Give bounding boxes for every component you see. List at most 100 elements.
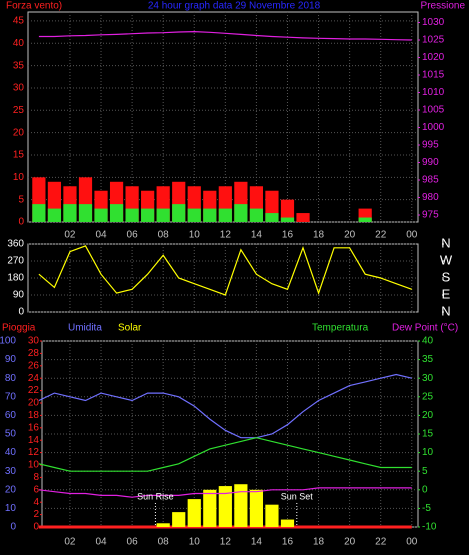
y-tick-label: 5 <box>18 194 24 205</box>
y-tick-label: 22 <box>28 385 40 396</box>
bar <box>280 199 295 222</box>
y-tick-label: 30 <box>28 336 40 347</box>
y-tick-label: 1000 <box>422 122 445 133</box>
bar <box>203 489 217 527</box>
y-tick-label: 100 <box>0 336 16 347</box>
y-tick-label: 90 <box>13 290 25 301</box>
y-tick-label: 20 <box>28 398 40 409</box>
series-line <box>38 487 412 498</box>
x-tick-label: 22 <box>375 230 387 241</box>
y-tick-label: 2 <box>33 509 39 520</box>
bar <box>234 204 248 222</box>
x-tick-label: 12 <box>220 230 232 241</box>
bar <box>187 499 201 527</box>
annotation: Sun Set <box>281 491 314 501</box>
series-label: Dew Point (°C) <box>392 323 458 334</box>
bar <box>280 519 295 527</box>
y-tick-label: 0 <box>33 522 39 533</box>
y-tick-label: 12 <box>28 447 40 458</box>
y-tick-label: 30 <box>5 466 17 477</box>
x-tick-label: 12 <box>220 537 232 548</box>
y-tick-label: S <box>442 269 451 284</box>
series-line <box>38 245 413 296</box>
y-tick-label: 1025 <box>422 35 445 46</box>
y-tick-label: 30 <box>13 83 25 94</box>
y-tick-label: 1005 <box>422 105 445 116</box>
y-tick-label: 20 <box>422 410 434 421</box>
y-tick-label: 10 <box>28 460 40 471</box>
bar <box>172 512 186 527</box>
bar <box>234 484 248 527</box>
bar <box>141 208 155 222</box>
y-tick-label: 40 <box>5 447 17 458</box>
y-tick-label: 15 <box>13 150 25 161</box>
y-tick-label: 10 <box>5 503 17 514</box>
series-label: Pioggia <box>2 323 36 334</box>
y-tick-label: 15 <box>422 429 434 440</box>
bar <box>156 208 170 222</box>
y-tick-label: 990 <box>422 157 439 168</box>
x-tick-label: 10 <box>189 230 201 241</box>
x-tick-label: 00 <box>406 537 418 548</box>
bar <box>265 213 279 222</box>
chart-title: 24 hour graph data 29 Novembre 2018 <box>148 1 321 12</box>
y-tick-label: 10 <box>13 172 25 183</box>
bar <box>94 208 108 222</box>
y-tick-label: 25 <box>422 391 434 402</box>
bar <box>358 217 372 222</box>
y-tick-label: 6 <box>33 484 39 495</box>
y-tick-label: 40 <box>422 336 434 347</box>
bar <box>32 204 46 222</box>
x-tick-label: 18 <box>313 230 325 241</box>
y-tick-label: 5 <box>422 466 428 477</box>
y-tick-label: 45 <box>13 16 25 27</box>
bar <box>249 489 264 527</box>
y-tick-label: 995 <box>422 140 439 151</box>
bar <box>109 204 124 222</box>
y-tick-label: 975 <box>422 210 439 221</box>
y-tick-label: 18 <box>28 410 40 421</box>
y-tick-label: 14 <box>28 435 40 446</box>
x-tick-label: 00 <box>406 230 418 241</box>
y-tick-label: 70 <box>5 391 17 402</box>
annotation: Sun Rise <box>137 491 174 501</box>
y-tick-label: 0 <box>18 217 24 228</box>
y-tick-label: 30 <box>422 373 434 384</box>
x-tick-label: 06 <box>127 230 139 241</box>
x-tick-label: 18 <box>313 537 325 548</box>
y-tick-label: 20 <box>13 127 25 138</box>
y-tick-label: 4 <box>33 497 39 508</box>
y-tick-label: -10 <box>422 522 437 533</box>
x-tick-label: 04 <box>95 537 107 548</box>
y-tick-label: W <box>440 252 453 267</box>
bar <box>63 204 77 222</box>
y-tick-label: 80 <box>5 373 17 384</box>
y-tick-label: 25 <box>13 105 25 116</box>
y-tick-label: 90 <box>5 354 17 365</box>
x-tick-label: 02 <box>64 230 76 241</box>
x-tick-label: 14 <box>251 537 263 548</box>
bar <box>218 208 232 222</box>
y-tick-label: 60 <box>5 410 17 421</box>
y-tick-label: 0 <box>18 307 24 318</box>
y-tick-label: 180 <box>7 273 24 284</box>
y-tick-label: 0 <box>10 522 16 533</box>
x-tick-label: 22 <box>375 537 387 548</box>
y-tick-label: 10 <box>422 447 434 458</box>
x-tick-label: 04 <box>95 230 107 241</box>
x-tick-label: 20 <box>344 230 356 241</box>
series-label: Temperatura <box>312 323 369 334</box>
y-tick-label: 985 <box>422 175 439 186</box>
bar <box>280 217 295 222</box>
series-line <box>38 373 412 439</box>
y-tick-label: 26 <box>28 360 40 371</box>
series-label: Solar <box>118 323 142 334</box>
y-tick-label: 0 <box>422 484 428 495</box>
bar <box>249 208 264 222</box>
bar <box>296 213 310 222</box>
x-tick-label: 16 <box>282 230 294 241</box>
series-line <box>38 30 412 41</box>
bar <box>187 208 201 222</box>
y-tick-label: E <box>442 286 451 301</box>
